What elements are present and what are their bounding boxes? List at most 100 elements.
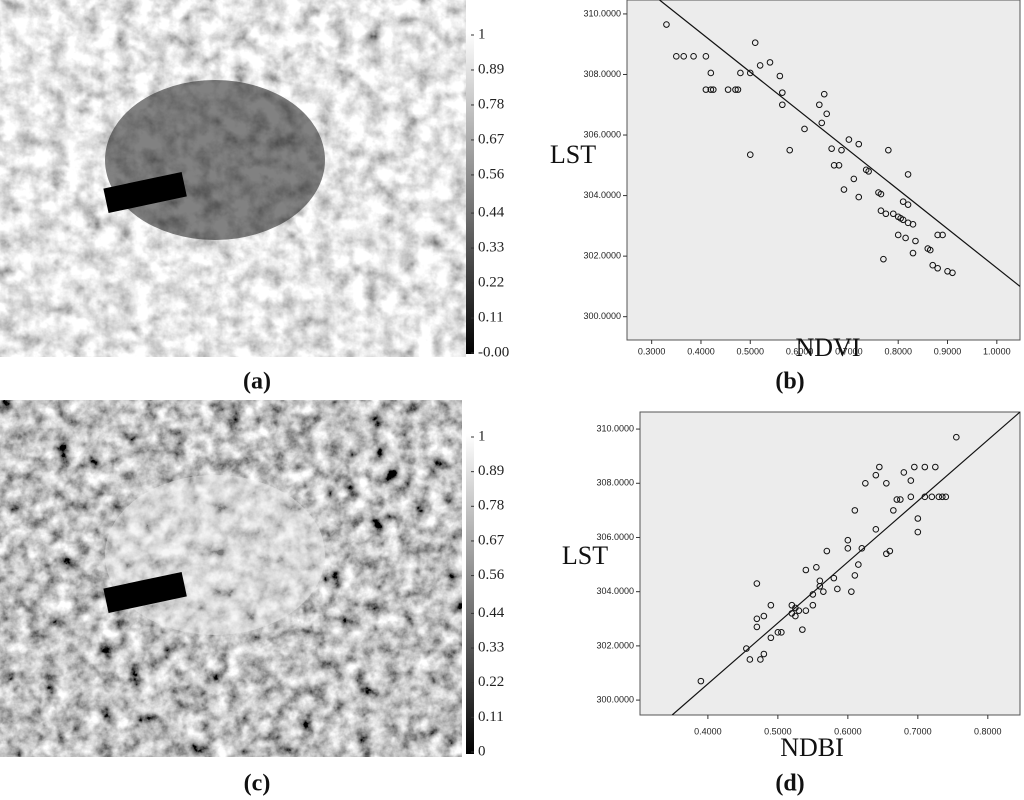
data-point bbox=[823, 110, 831, 118]
y-tick-label: 304.0000 bbox=[583, 190, 621, 200]
y-tick-label: 304.0000 bbox=[596, 586, 634, 596]
colorbar-tick-label: 1 bbox=[478, 26, 486, 42]
data-point bbox=[889, 210, 897, 218]
y-axis-label: LST bbox=[550, 140, 596, 169]
colorbar-tick-label: 0.22 bbox=[478, 274, 504, 290]
data-point bbox=[899, 216, 907, 224]
data-point bbox=[877, 207, 885, 215]
data-point bbox=[709, 86, 717, 93]
data-point bbox=[932, 463, 939, 471]
data-point bbox=[690, 53, 697, 60]
data-point bbox=[820, 588, 827, 595]
data-point bbox=[809, 591, 817, 598]
data-point bbox=[942, 493, 950, 501]
x-tick-label: 0.6000 bbox=[834, 726, 862, 736]
data-point bbox=[760, 612, 768, 620]
y-tick-label: 308.0000 bbox=[596, 478, 634, 488]
data-point bbox=[746, 151, 754, 159]
data-point bbox=[844, 536, 852, 544]
data-point bbox=[774, 629, 782, 636]
x-tick-label: 0.8000 bbox=[884, 346, 912, 356]
urban-area bbox=[105, 80, 325, 240]
fit-line bbox=[671, 412, 1020, 715]
data-point bbox=[902, 234, 909, 242]
y-tick-label: 300.0000 bbox=[596, 694, 634, 704]
data-point bbox=[799, 626, 806, 633]
data-point bbox=[778, 629, 785, 636]
data-point bbox=[767, 601, 775, 609]
data-point bbox=[809, 601, 817, 609]
data-point bbox=[753, 615, 761, 623]
data-point bbox=[702, 86, 710, 93]
data-point bbox=[801, 125, 808, 133]
data-point bbox=[934, 264, 941, 272]
data-point bbox=[663, 21, 670, 28]
data-point bbox=[737, 69, 744, 77]
colorbar-tick-label: 0.11 bbox=[478, 309, 504, 325]
colorbar bbox=[466, 434, 474, 754]
data-point bbox=[949, 269, 956, 277]
data-point bbox=[707, 69, 715, 77]
data-point bbox=[872, 526, 880, 533]
data-point bbox=[911, 463, 918, 471]
x-tick-label: 0.7000 bbox=[835, 346, 863, 356]
x-tick-label: 0.9000 bbox=[934, 346, 962, 356]
colorbar-tick-label: 0.78 bbox=[478, 498, 504, 514]
data-point bbox=[680, 53, 688, 60]
panel-label: (a) bbox=[243, 369, 271, 395]
data-point bbox=[907, 493, 915, 501]
data-point bbox=[897, 496, 904, 503]
data-point bbox=[743, 645, 750, 652]
plot-marks bbox=[671, 412, 1020, 715]
data-point bbox=[928, 493, 936, 501]
data-point bbox=[757, 656, 764, 663]
y-tick-label: 310.0000 bbox=[583, 8, 621, 18]
data-point bbox=[756, 62, 764, 69]
data-point bbox=[697, 677, 705, 685]
data-point bbox=[802, 607, 810, 614]
data-point bbox=[855, 193, 863, 201]
data-point bbox=[848, 588, 855, 595]
data-point bbox=[894, 231, 902, 239]
data-point bbox=[835, 162, 843, 169]
y-tick-label: 306.0000 bbox=[596, 532, 634, 542]
x-tick-label: 0.8000 bbox=[974, 726, 1002, 736]
urban-area bbox=[105, 475, 325, 635]
data-point bbox=[904, 171, 912, 178]
data-point bbox=[935, 493, 943, 501]
data-point bbox=[850, 175, 858, 183]
data-point bbox=[885, 146, 892, 154]
data-point bbox=[876, 463, 883, 471]
data-point bbox=[724, 86, 732, 93]
x-tick-label: 1.0000 bbox=[983, 346, 1011, 356]
data-point bbox=[921, 463, 929, 471]
data-point bbox=[900, 469, 908, 476]
data-point bbox=[751, 39, 759, 46]
colorbar-tick-label: 0.78 bbox=[478, 96, 504, 112]
data-point bbox=[865, 168, 872, 175]
data-point bbox=[766, 59, 774, 66]
data-point bbox=[734, 86, 742, 93]
data-point bbox=[816, 577, 824, 585]
data-point bbox=[838, 146, 845, 154]
colorbar-tick-label: 0.44 bbox=[478, 205, 505, 221]
fit-line bbox=[659, 0, 1020, 287]
data-point bbox=[802, 566, 810, 574]
data-point bbox=[921, 493, 929, 501]
colorbar-tick-label: -0.00 bbox=[478, 344, 509, 360]
data-point bbox=[939, 493, 946, 501]
y-tick-label: 300.0000 bbox=[583, 311, 621, 321]
data-point bbox=[904, 201, 912, 208]
plot-area bbox=[626, 0, 1021, 341]
data-point bbox=[760, 650, 768, 658]
data-point bbox=[753, 580, 761, 587]
data-point bbox=[886, 547, 894, 555]
data-point bbox=[776, 72, 784, 80]
data-point bbox=[862, 479, 869, 487]
data-point bbox=[673, 53, 680, 60]
colorbar-tick-label: 0.56 bbox=[478, 567, 505, 583]
colorbar-tick-label: 0.22 bbox=[478, 674, 504, 690]
pond bbox=[103, 171, 187, 214]
x-axis-label: NDBI bbox=[780, 733, 844, 762]
plot-area bbox=[639, 411, 1021, 716]
